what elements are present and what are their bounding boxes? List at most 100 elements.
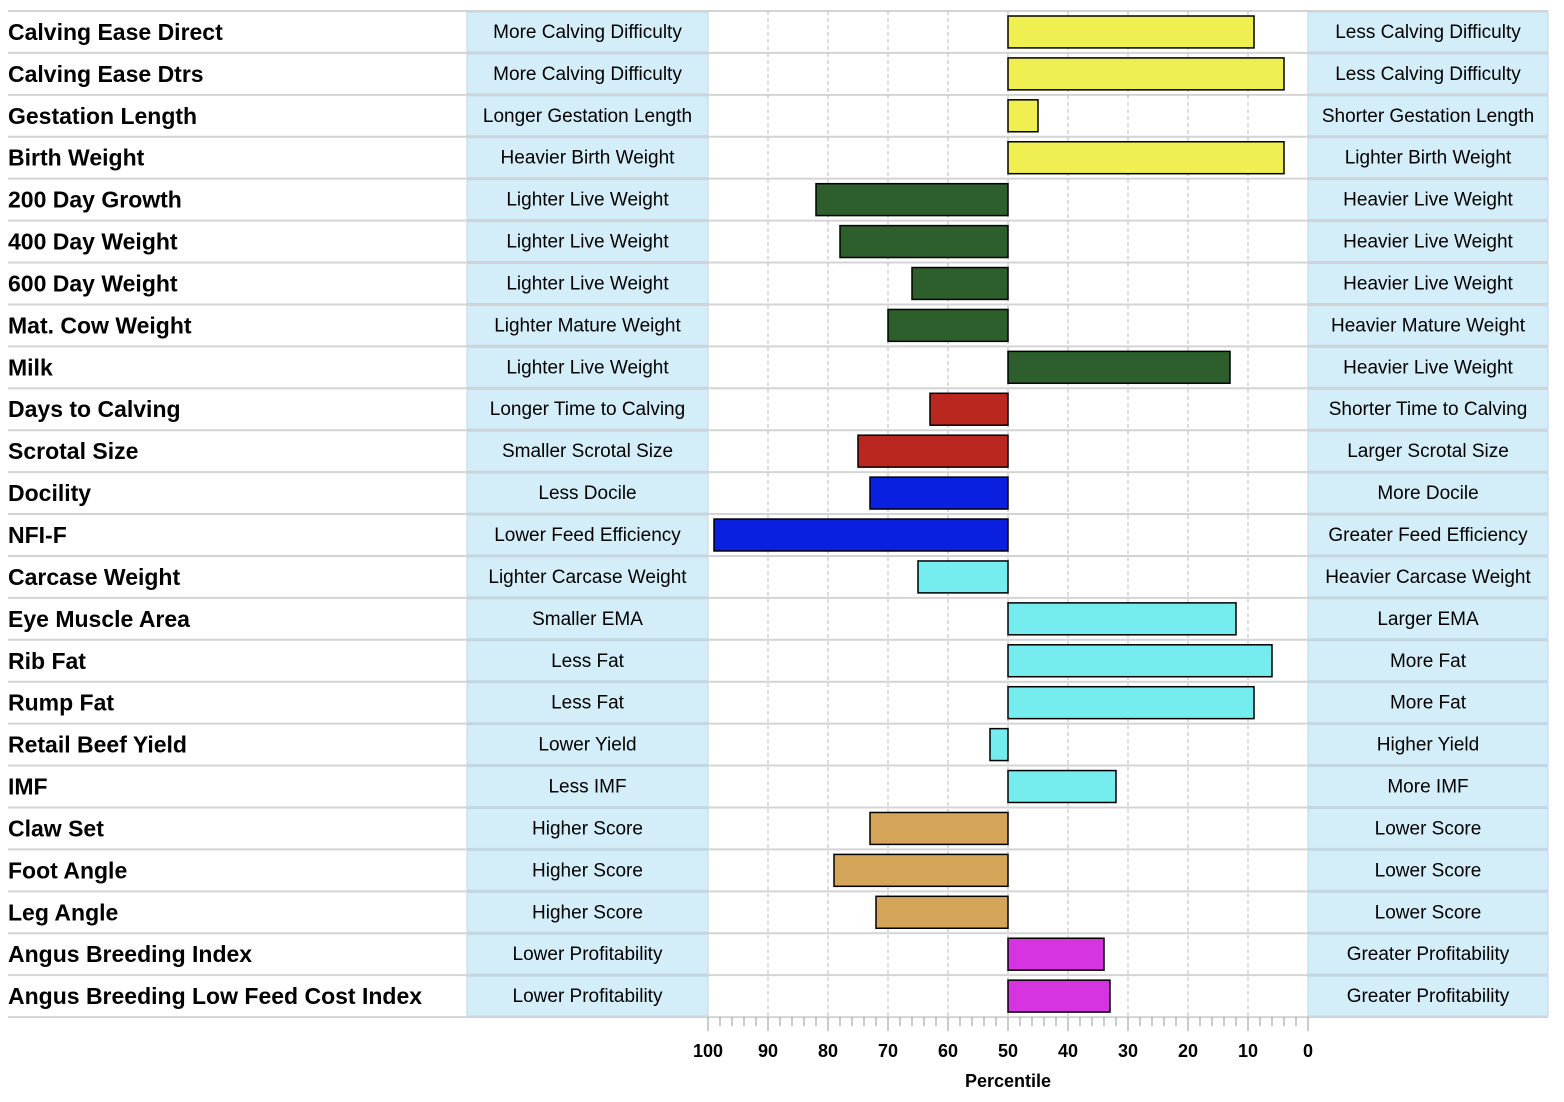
high-label-box	[1307, 221, 1549, 263]
bar	[1007, 769, 1117, 804]
bar	[929, 392, 1009, 426]
tick-label: 50	[998, 1041, 1018, 1061]
low-label-box	[466, 11, 709, 53]
high-label-text: Lighter Birth Weight	[1345, 148, 1512, 169]
low-label-box	[466, 346, 709, 388]
high-label-box	[1307, 514, 1549, 556]
low-label-box	[466, 137, 709, 179]
high-label-box	[1307, 724, 1549, 766]
high-label-text: More Docile	[1377, 483, 1478, 504]
low-label-text: Lower Feed Efficiency	[494, 525, 681, 546]
bar	[887, 308, 1009, 343]
trait-name: Angus Breeding Low Feed Cost Index	[8, 983, 422, 1009]
trait-name: Calving Ease Dtrs	[8, 61, 204, 87]
low-label-text: Less Fat	[551, 693, 625, 714]
high-label-box	[1307, 430, 1549, 472]
high-label-box	[1307, 346, 1549, 388]
tick-label: 90	[758, 1041, 778, 1061]
low-label-box	[466, 472, 709, 514]
bar	[1007, 937, 1105, 971]
high-label-text: Heavier Live Weight	[1343, 232, 1513, 253]
bar	[1007, 979, 1111, 1013]
high-label-text: More IMF	[1387, 777, 1468, 798]
low-label-text: Less IMF	[548, 777, 626, 798]
low-label-text: Longer Gestation Length	[483, 106, 692, 127]
tick-label: 60	[938, 1041, 958, 1061]
bar	[1007, 644, 1273, 678]
high-label-text: More Fat	[1390, 693, 1467, 714]
high-label-text: Lower Score	[1375, 902, 1482, 923]
high-label-box	[1307, 53, 1549, 95]
low-label-box	[466, 766, 709, 807]
high-label-text: Lower Score	[1375, 860, 1482, 881]
high-label-box	[1307, 933, 1549, 975]
bar	[869, 811, 1009, 846]
trait-name: IMF	[8, 774, 48, 800]
low-label-text: More Calving Difficulty	[493, 22, 682, 43]
tick-label: 0	[1303, 1041, 1313, 1061]
row-separators	[8, 10, 1548, 1019]
low-label-text: Lighter Live Weight	[506, 190, 669, 211]
bar	[1007, 685, 1255, 720]
high-label-box	[1307, 179, 1549, 221]
low-label-text: Lighter Live Weight	[506, 357, 669, 378]
trait-name: Carcase Weight	[8, 564, 180, 590]
high-label-text: Heavier Carcase Weight	[1325, 567, 1531, 588]
low-label-box	[466, 514, 709, 556]
trait-name: Foot Angle	[8, 857, 127, 883]
high-label-box	[1307, 263, 1549, 304]
bar	[1007, 99, 1039, 133]
low-label-box	[466, 891, 709, 933]
high-label-box	[1307, 11, 1549, 53]
trait-name: 600 Day Weight	[8, 270, 178, 296]
bar	[1007, 602, 1237, 636]
trait-name: Eye Muscle Area	[8, 606, 190, 632]
high-label-box	[1307, 388, 1549, 430]
high-label-text: Lower Score	[1375, 818, 1482, 839]
low-label-text: More Calving Difficulty	[493, 64, 682, 85]
high-label-text: Shorter Time to Calving	[1329, 399, 1528, 420]
x-axis: Percentile 100 90 80 70 60 50 40 30 20 10 0	[693, 1017, 1313, 1091]
trait-name: Scrotal Size	[8, 438, 138, 464]
bar	[917, 560, 1009, 594]
bar	[1007, 141, 1285, 175]
low-label-box	[466, 221, 709, 263]
bar	[713, 518, 1009, 552]
high-label-text: Less Calving Difficulty	[1335, 64, 1521, 85]
low-label-text: Higher Score	[532, 902, 643, 923]
low-label-text: Lower Profitability	[513, 944, 663, 965]
low-label-text: Lighter Carcase Weight	[488, 567, 687, 588]
trait-name: Retail Beef Yield	[8, 732, 187, 758]
trait-name: Rump Fat	[8, 690, 114, 716]
tick-label: 100	[693, 1041, 723, 1061]
high-label-box	[1307, 807, 1549, 849]
bar	[1007, 15, 1255, 49]
tick-label: 70	[878, 1041, 898, 1061]
trait-name: 400 Day Weight	[8, 229, 178, 255]
label-layer: Calving Ease Direct More Calving Difficul…	[8, 11, 1549, 1017]
low-label-box	[466, 53, 709, 95]
trait-name: Calving Ease Direct	[8, 19, 223, 45]
low-label-text: Smaller Scrotal Size	[502, 441, 673, 462]
high-label-box	[1307, 137, 1549, 179]
high-label-box	[1307, 682, 1549, 724]
trait-name: Mat. Cow Weight	[8, 312, 192, 338]
high-label-box	[1307, 640, 1549, 682]
low-label-text: Lighter Live Weight	[506, 273, 669, 294]
bar	[857, 434, 1009, 468]
tick-label: 20	[1178, 1041, 1198, 1061]
high-label-text: Larger Scrotal Size	[1347, 441, 1509, 462]
high-label-text: Less Calving Difficulty	[1335, 22, 1521, 43]
high-label-text: Higher Yield	[1377, 735, 1479, 756]
high-label-text: More Fat	[1390, 651, 1467, 672]
high-label-box	[1307, 556, 1549, 598]
trait-name: Rib Fat	[8, 648, 86, 674]
low-label-box	[466, 640, 709, 682]
bar	[839, 224, 1009, 259]
low-label-box	[466, 556, 709, 598]
low-label-text: Less Fat	[551, 651, 625, 672]
low-label-text: Lighter Live Weight	[506, 232, 669, 253]
trait-name: Days to Calving	[8, 396, 181, 422]
low-label-box	[466, 849, 709, 891]
trait-name: Birth Weight	[8, 145, 145, 171]
